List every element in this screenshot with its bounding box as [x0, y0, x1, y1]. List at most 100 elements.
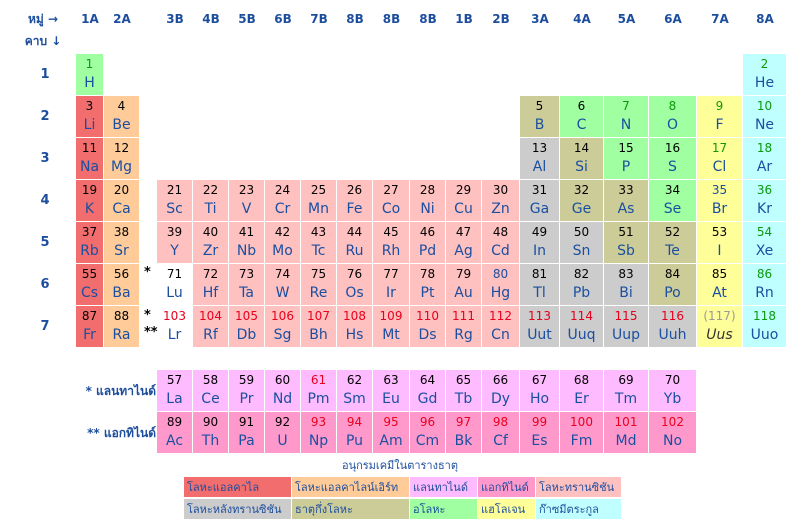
element-ca[interactable]: 20 Ca: [104, 180, 140, 222]
element-pd[interactable]: 46 Pd: [410, 222, 446, 264]
element-re[interactable]: 75 Re: [301, 264, 337, 306]
element-os[interactable]: 76 Os: [337, 264, 373, 306]
element-zr[interactable]: 40 Zr: [193, 222, 229, 264]
element-nb[interactable]: 41 Nb: [229, 222, 265, 264]
element-pr[interactable]: 59 Pr: [229, 370, 265, 412]
element-co[interactable]: 27 Co: [373, 180, 410, 222]
element-w[interactable]: 74 W: [265, 264, 301, 306]
element-mo[interactable]: 42 Mo: [265, 222, 301, 264]
legend-item-actinide[interactable]: แอกทิไนด์: [478, 477, 536, 498]
element-mg[interactable]: 12 Mg: [104, 138, 140, 180]
element-er[interactable]: 68 Er: [560, 370, 604, 412]
element-sn[interactable]: 50 Sn: [560, 222, 604, 264]
element-ga[interactable]: 31 Ga: [520, 180, 560, 222]
element-bk[interactable]: 97 Bk: [446, 412, 482, 454]
element-ru[interactable]: 44 Ru: [337, 222, 373, 264]
element-po[interactable]: 84 Po: [649, 264, 697, 306]
element-uup[interactable]: 115 Uup: [604, 306, 649, 348]
element-es[interactable]: 99 Es: [520, 412, 560, 454]
element-pb[interactable]: 82 Pb: [560, 264, 604, 306]
element-kr[interactable]: 36 Kr: [743, 180, 787, 222]
element-ni[interactable]: 28 Ni: [410, 180, 446, 222]
legend-item-transition[interactable]: โลหะทรานซิชัน: [536, 477, 622, 498]
element-u[interactable]: 92 U: [265, 412, 301, 454]
element-np[interactable]: 93 Np: [301, 412, 337, 454]
element-li[interactable]: 3 Li: [76, 96, 104, 138]
element-al[interactable]: 13 Al: [520, 138, 560, 180]
element-ac[interactable]: 89 Ac: [157, 412, 193, 454]
element-cs[interactable]: 55 Cs: [76, 264, 104, 306]
element-hs[interactable]: 108 Hs: [337, 306, 373, 348]
element-k[interactable]: 19 K: [76, 180, 104, 222]
element-sm[interactable]: 62 Sm: [337, 370, 373, 412]
element-sb[interactable]: 51 Sb: [604, 222, 649, 264]
element-uuq[interactable]: 114 Uuq: [560, 306, 604, 348]
legend-item-alkaline[interactable]: โลหะแอลคาไลน์เอิร์ท: [292, 477, 410, 498]
element-pu[interactable]: 94 Pu: [337, 412, 373, 454]
element-nd[interactable]: 60 Nd: [265, 370, 301, 412]
element-te[interactable]: 52 Te: [649, 222, 697, 264]
element-sc[interactable]: 21 Sc: [157, 180, 193, 222]
element-xe[interactable]: 54 Xe: [743, 222, 787, 264]
element-he[interactable]: 2 He: [743, 54, 787, 96]
element-sg[interactable]: 106 Sg: [265, 306, 301, 348]
element-se[interactable]: 34 Se: [649, 180, 697, 222]
element-md[interactable]: 101 Md: [604, 412, 649, 454]
element-cm[interactable]: 96 Cm: [410, 412, 446, 454]
element-v[interactable]: 23 V: [229, 180, 265, 222]
element-no[interactable]: 102 No: [649, 412, 697, 454]
element-y[interactable]: 39 Y: [157, 222, 193, 264]
element-rg[interactable]: 111 Rg: [446, 306, 482, 348]
element-au[interactable]: 79 Au: [446, 264, 482, 306]
element-ce[interactable]: 58 Ce: [193, 370, 229, 412]
element-mn[interactable]: 25 Mn: [301, 180, 337, 222]
element-fm[interactable]: 100 Fm: [560, 412, 604, 454]
legend-item-noble[interactable]: ก๊าซมีตระกูล: [536, 499, 622, 520]
element-ag[interactable]: 47 Ag: [446, 222, 482, 264]
element-uuh[interactable]: 116 Uuh: [649, 306, 697, 348]
element-as[interactable]: 33 As: [604, 180, 649, 222]
element-uus[interactable]: (117) Uus: [697, 306, 743, 348]
element-yb[interactable]: 70 Yb: [649, 370, 697, 412]
legend-item-nonmetal[interactable]: อโลหะ: [410, 499, 478, 520]
element-eu[interactable]: 63 Eu: [373, 370, 410, 412]
element-bh[interactable]: 107 Bh: [301, 306, 337, 348]
element-ho[interactable]: 67 Ho: [520, 370, 560, 412]
element-th[interactable]: 90 Th: [193, 412, 229, 454]
element-uuo[interactable]: 118 Uuo: [743, 306, 787, 348]
element-rf[interactable]: 104 Rf: [193, 306, 229, 348]
element-am[interactable]: 95 Am: [373, 412, 410, 454]
legend-item-alkali[interactable]: โลหะแอลคาไล: [184, 477, 292, 498]
element-lr[interactable]: 103 Lr: [157, 306, 193, 348]
element-i[interactable]: 53 I: [697, 222, 743, 264]
element-dy[interactable]: 66 Dy: [482, 370, 520, 412]
element-in[interactable]: 49 In: [520, 222, 560, 264]
element-hf[interactable]: 72 Hf: [193, 264, 229, 306]
element-sr[interactable]: 38 Sr: [104, 222, 140, 264]
element-p[interactable]: 15 P: [604, 138, 649, 180]
element-ne[interactable]: 10 Ne: [743, 96, 787, 138]
legend-item-lanthanide[interactable]: แลนทาไนด์: [410, 477, 478, 498]
element-tc[interactable]: 43 Tc: [301, 222, 337, 264]
element-pm[interactable]: 61 Pm: [301, 370, 337, 412]
element-gd[interactable]: 64 Gd: [410, 370, 446, 412]
element-ta[interactable]: 73 Ta: [229, 264, 265, 306]
element-br[interactable]: 35 Br: [697, 180, 743, 222]
element-cd[interactable]: 48 Cd: [482, 222, 520, 264]
element-cr[interactable]: 24 Cr: [265, 180, 301, 222]
element-si[interactable]: 14 Si: [560, 138, 604, 180]
element-db[interactable]: 105 Db: [229, 306, 265, 348]
element-hg[interactable]: 80 Hg: [482, 264, 520, 306]
element-ds[interactable]: 110 Ds: [410, 306, 446, 348]
element-bi[interactable]: 83 Bi: [604, 264, 649, 306]
element-cn[interactable]: 112 Cn: [482, 306, 520, 348]
element-mt[interactable]: 109 Mt: [373, 306, 410, 348]
element-la[interactable]: 57 La: [157, 370, 193, 412]
element-uut[interactable]: 113 Uut: [520, 306, 560, 348]
element-fr[interactable]: 87 Fr: [76, 306, 104, 348]
